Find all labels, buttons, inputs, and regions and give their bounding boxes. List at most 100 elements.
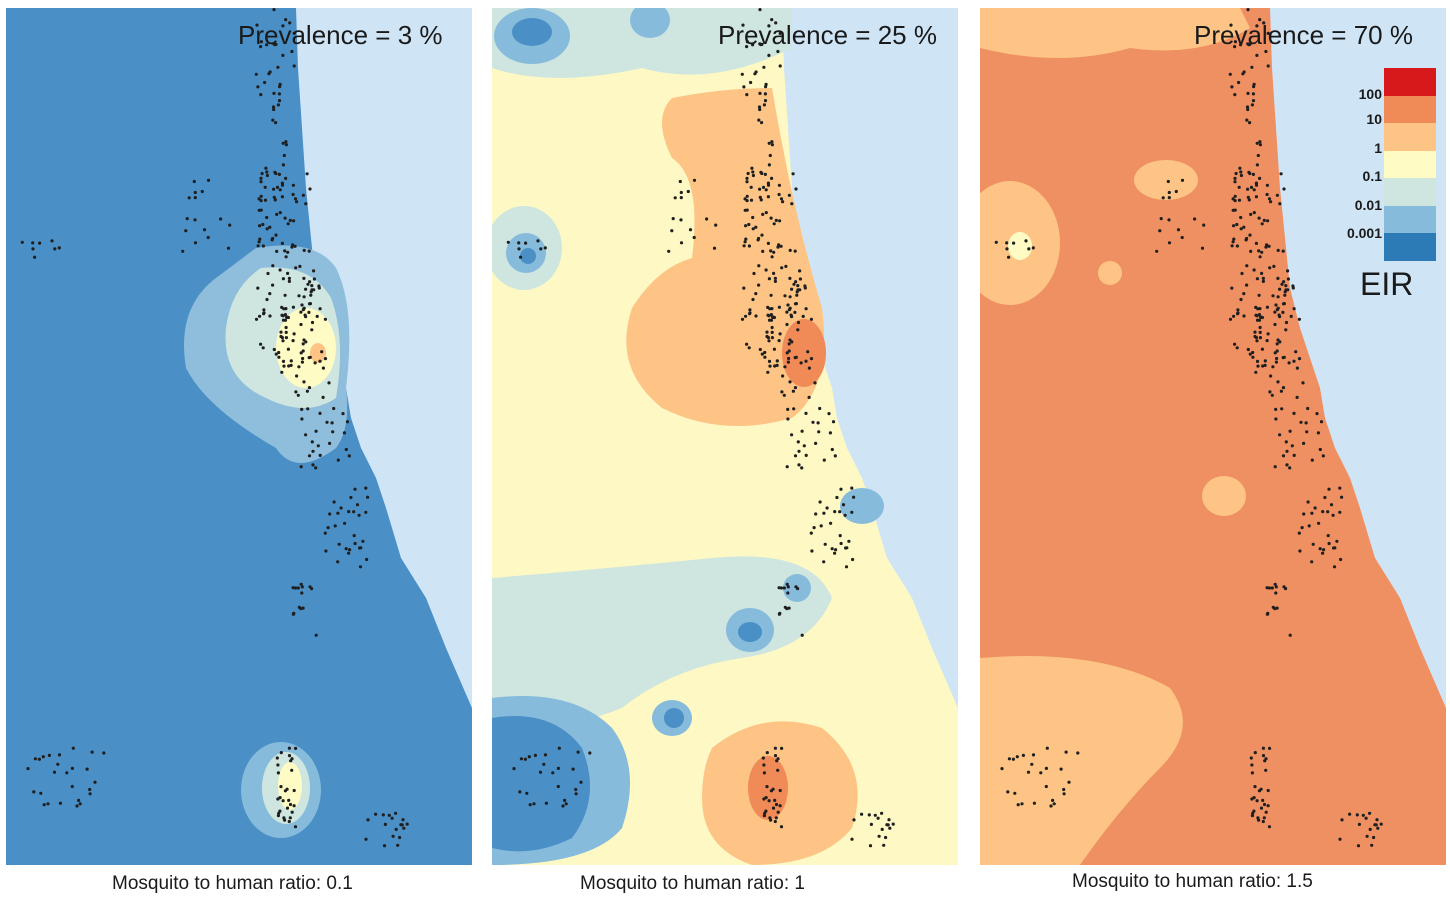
- settlement-point: [88, 787, 92, 792]
- settlement-point: [742, 85, 746, 89]
- settlement-point: [745, 194, 749, 198]
- settlement-point: [228, 223, 232, 227]
- settlement-point: [264, 166, 268, 170]
- settlement-point: [193, 241, 198, 245]
- settlement-point: [1284, 328, 1288, 332]
- settlement-point: [1236, 311, 1240, 315]
- settlement-point: [1292, 307, 1296, 311]
- settlement-point: [869, 822, 873, 827]
- settlement-point: [788, 306, 792, 310]
- panel-caption-1: Mosquito to human ratio: 0.1: [112, 873, 353, 894]
- legend-swatch-100-plus: [1384, 68, 1436, 96]
- eir-contour-south-1: [980, 656, 1183, 865]
- settlement-point: [769, 818, 773, 822]
- settlement-point: [184, 229, 188, 233]
- settlement-point: [1275, 193, 1279, 197]
- eir-contour-north-low: [512, 18, 552, 46]
- settlement-point: [1246, 347, 1250, 352]
- settlement-point: [787, 606, 791, 610]
- settlement-point: [1282, 355, 1286, 359]
- settlement-point: [804, 411, 808, 415]
- settlement-point: [1300, 526, 1304, 530]
- settlement-point: [344, 547, 348, 551]
- settlement-point: [342, 431, 346, 435]
- settlement-point: [31, 241, 35, 245]
- settlement-point: [277, 99, 282, 103]
- settlement-point: [765, 751, 769, 755]
- settlement-point: [310, 284, 314, 288]
- settlement-point: [1044, 784, 1048, 789]
- settlement-point: [1239, 215, 1243, 220]
- settlement-point: [275, 212, 279, 216]
- settlement-point: [1370, 843, 1374, 847]
- settlement-point: [1331, 513, 1335, 517]
- settlement-point: [405, 822, 409, 826]
- settlement-point: [762, 103, 766, 107]
- panel-caption-2: Mosquito to human ratio: 1: [580, 873, 805, 894]
- settlement-point: [192, 179, 196, 184]
- settlement-point: [1015, 755, 1019, 759]
- settlement-point: [786, 591, 790, 595]
- settlement-point: [777, 192, 781, 197]
- settlement-point: [290, 810, 294, 814]
- settlement-point: [1252, 796, 1256, 800]
- settlement-point: [773, 279, 777, 283]
- settlement-point: [1318, 547, 1322, 551]
- settlement-point: [679, 218, 683, 222]
- settlement-point: [850, 837, 854, 841]
- settlement-point: [1030, 762, 1034, 766]
- settlement-point: [1255, 359, 1260, 363]
- settlement-point: [1262, 802, 1267, 807]
- settlement-point: [813, 381, 817, 385]
- settlement-point: [352, 534, 356, 538]
- settlement-point: [775, 359, 779, 363]
- settlement-point: [1261, 798, 1265, 803]
- settlement-point: [829, 521, 833, 525]
- settlement-point: [768, 153, 772, 158]
- settlement-point: [767, 163, 771, 167]
- settlement-point: [1237, 80, 1241, 85]
- settlement-point: [1251, 350, 1255, 355]
- settlement-point: [822, 458, 826, 462]
- settlement-point: [1052, 802, 1056, 806]
- settlement-point: [1264, 49, 1268, 54]
- settlement-point: [255, 23, 259, 27]
- settlement-point: [278, 796, 282, 800]
- settlement-point: [762, 65, 766, 69]
- settlement-point: [563, 798, 567, 803]
- settlement-point: [310, 440, 314, 444]
- settlement-point: [1021, 753, 1025, 758]
- settlement-point: [1240, 271, 1244, 276]
- settlement-point: [1322, 548, 1326, 552]
- settlement-point: [291, 243, 295, 247]
- settlement-point: [750, 166, 754, 170]
- settlement-point: [791, 389, 795, 393]
- settlement-point: [852, 495, 856, 499]
- settlement-point: [289, 759, 293, 763]
- settlement-point: [281, 277, 285, 281]
- settlement-point: [1259, 787, 1263, 791]
- settlement-point: [748, 308, 752, 312]
- settlement-point: [299, 310, 303, 314]
- settlement-point: [394, 811, 398, 815]
- settlement-point: [263, 80, 267, 85]
- settlement-point: [751, 297, 755, 302]
- settlement-point: [1000, 767, 1004, 771]
- settlement-point: [1064, 750, 1068, 754]
- settlement-point: [265, 170, 269, 174]
- settlement-point: [1249, 249, 1253, 253]
- settlement-point: [1263, 759, 1267, 763]
- settlement-point: [284, 140, 288, 144]
- settlement-point: [785, 465, 789, 469]
- settlement-point: [306, 407, 310, 411]
- settlement-point: [807, 366, 811, 370]
- settlement-point: [1284, 288, 1288, 292]
- settlement-point: [774, 21, 778, 25]
- settlement-point: [792, 282, 796, 286]
- settlement-point: [764, 188, 768, 192]
- settlement-point: [788, 380, 792, 384]
- settlement-point: [272, 195, 276, 199]
- settlement-point: [299, 582, 303, 586]
- settlement-point: [292, 31, 296, 35]
- settlement-point: [1276, 295, 1280, 299]
